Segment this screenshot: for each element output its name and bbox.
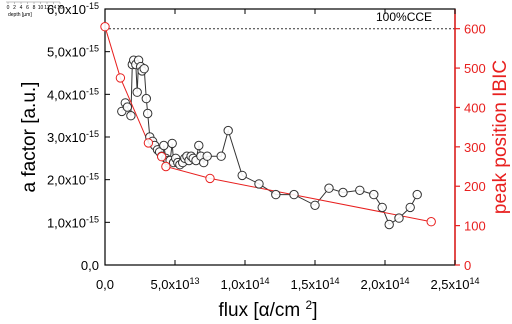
x-tick-label: 1,0x1014 [220,276,269,292]
data-point-left [194,140,204,151]
data-point-left [338,187,348,198]
data-point-left [139,64,149,74]
data-point-left [310,200,320,211]
y-right-tick-label: 0 [464,258,471,273]
y-left-axis-ticks: 0,0 1,0x10-15 2,0x10-15 3,0x10-15 4,0x10-15 5… [47,1,110,273]
x-tick-label: 2,0x1014 [360,276,409,292]
y-left-tick-label: 6,0x10-15 [47,1,99,17]
y-left-tick-label: 1,0x10-15 [47,214,99,230]
inset-tick-label: 10 [38,5,44,11]
y-right-tick-label: 100 [464,219,486,234]
reference-line-label: 100%CCE [376,10,432,24]
inset-tick-label: 0 [7,5,10,11]
data-point-left [369,189,379,200]
inset-tick-label: 2 [13,5,16,11]
data-point-right [157,152,167,162]
data-point-left [122,102,133,112]
data-point-left [126,111,136,121]
inset-tick-label: 6 [26,5,29,11]
inset-tick-label: 14 [51,5,57,11]
y-right-tick-label: 200 [464,179,486,194]
x-tick-label: 1,5x1014 [290,276,339,292]
x-axis-ticks: 0,0 5,0x1013 1,0x1014 1,5x1014 2,0x1014 2,5x1… [96,9,480,292]
y-right-tick-label: 300 [464,140,486,155]
data-point-left [384,219,394,230]
y-left-tick-label: 0,0 [81,258,99,273]
series-lines [104,26,432,226]
y-left-tick-label: 5,0x10-15 [47,44,99,60]
data-point-right [100,22,110,32]
inset-tick-label: 12 [44,5,50,11]
data-point-left [405,202,415,213]
y-left-tick-label: 2,0x10-15 [47,172,99,188]
y-left-tick-label: 4,0x10-15 [47,86,99,102]
data-point-left [324,183,334,193]
data-point-left [394,213,404,223]
x-tick-label: 2,5x1014 [430,276,479,292]
y-right-tick-label: 600 [464,22,486,37]
inset-remnant: 0 2 4 6 8 10 12 14 16 depth [µm] [6,1,63,18]
data-point-right [426,217,436,227]
data-point-right [161,161,171,172]
data-point-left [223,125,233,136]
data-point-left [132,87,142,97]
y-left-axis-title: a factor [a.u.] [19,82,40,193]
inset-tick-label: 4 [20,5,23,11]
data-point-left [143,108,153,119]
x-axis-title: flux [α/cm 2] [219,298,318,321]
inset-ticks: 0 2 4 6 8 10 12 14 16 [7,2,63,11]
data-point-left [355,185,365,196]
data-point-right [115,73,126,83]
y-right-tick-label: 500 [464,61,486,76]
data-point-left [254,179,264,189]
y-left-tick-label: 3,0x10-15 [47,129,99,145]
y-right-tick-label: 400 [464,100,486,115]
inset-label: depth [µm] [8,12,32,18]
data-point-right [143,138,154,148]
series-points [100,22,436,230]
series-line-right [104,26,432,223]
data-point-left [141,93,152,104]
y-right-axis-ticks: 0 100 200 300 400 500 600 [455,22,486,273]
data-point-left [412,189,422,200]
x-tick-label: 0,0 [96,277,114,292]
plot-frame [104,8,456,266]
data-point-left [271,189,281,200]
inset-tick-label: 16 [57,5,63,11]
inset-tick-label: 8 [33,5,36,11]
x-tick-label: 5,0x1013 [150,276,199,292]
data-point-left [377,202,387,213]
data-point-left [167,138,177,149]
data-point-left [237,170,247,181]
data-point-left [159,140,169,151]
data-point-left [289,189,299,200]
data-point-left [202,151,212,161]
data-point-left [216,151,226,161]
data-point-right [205,173,215,184]
y-right-axis-title: peak position IBIC [490,60,511,214]
